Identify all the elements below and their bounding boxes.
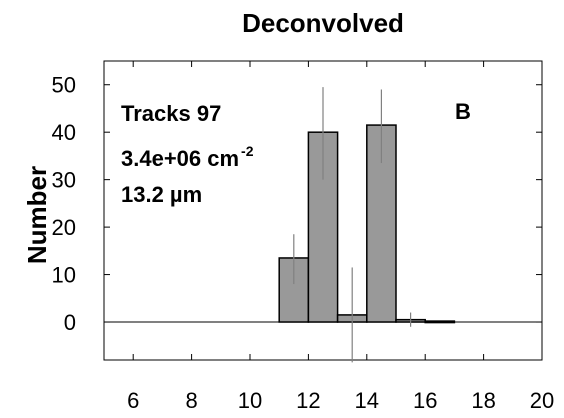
x-tick-label: 20 bbox=[530, 388, 554, 413]
chart-title: Deconvolved bbox=[242, 8, 404, 38]
error-bars bbox=[293, 87, 412, 363]
y-tick-label: 40 bbox=[52, 120, 76, 145]
axis-ticks: 6 8 10 12 14 16 18 20 0 10 20 30 40 50 bbox=[52, 61, 554, 413]
y-tick-label: 20 bbox=[52, 215, 76, 240]
density-base: 3.4e+06 cm bbox=[121, 146, 239, 171]
density-annotation: 3.4e+06 cm -2 bbox=[121, 143, 254, 171]
x-tick-label: 12 bbox=[296, 388, 320, 413]
bar-series bbox=[278, 124, 456, 324]
x-tick-label: 10 bbox=[238, 388, 262, 413]
panel-label: B bbox=[455, 99, 471, 124]
length-annotation: 13.2 µm bbox=[121, 182, 202, 207]
x-tick-label: 8 bbox=[185, 388, 197, 413]
x-tick-label: 18 bbox=[471, 388, 495, 413]
y-axis-label: Number bbox=[22, 166, 52, 264]
tracks-annotation: Tracks 97 bbox=[121, 101, 221, 126]
x-tick-label: 14 bbox=[355, 388, 379, 413]
y-tick-label: 30 bbox=[52, 168, 76, 193]
x-tick-label: 6 bbox=[127, 388, 139, 413]
y-tick-label: 0 bbox=[64, 310, 76, 335]
y-tick-label: 10 bbox=[52, 263, 76, 288]
plot-area-frame bbox=[103, 60, 543, 361]
x-tick-label: 16 bbox=[413, 388, 437, 413]
density-exponent: -2 bbox=[241, 143, 254, 159]
y-tick-label: 50 bbox=[52, 73, 76, 98]
